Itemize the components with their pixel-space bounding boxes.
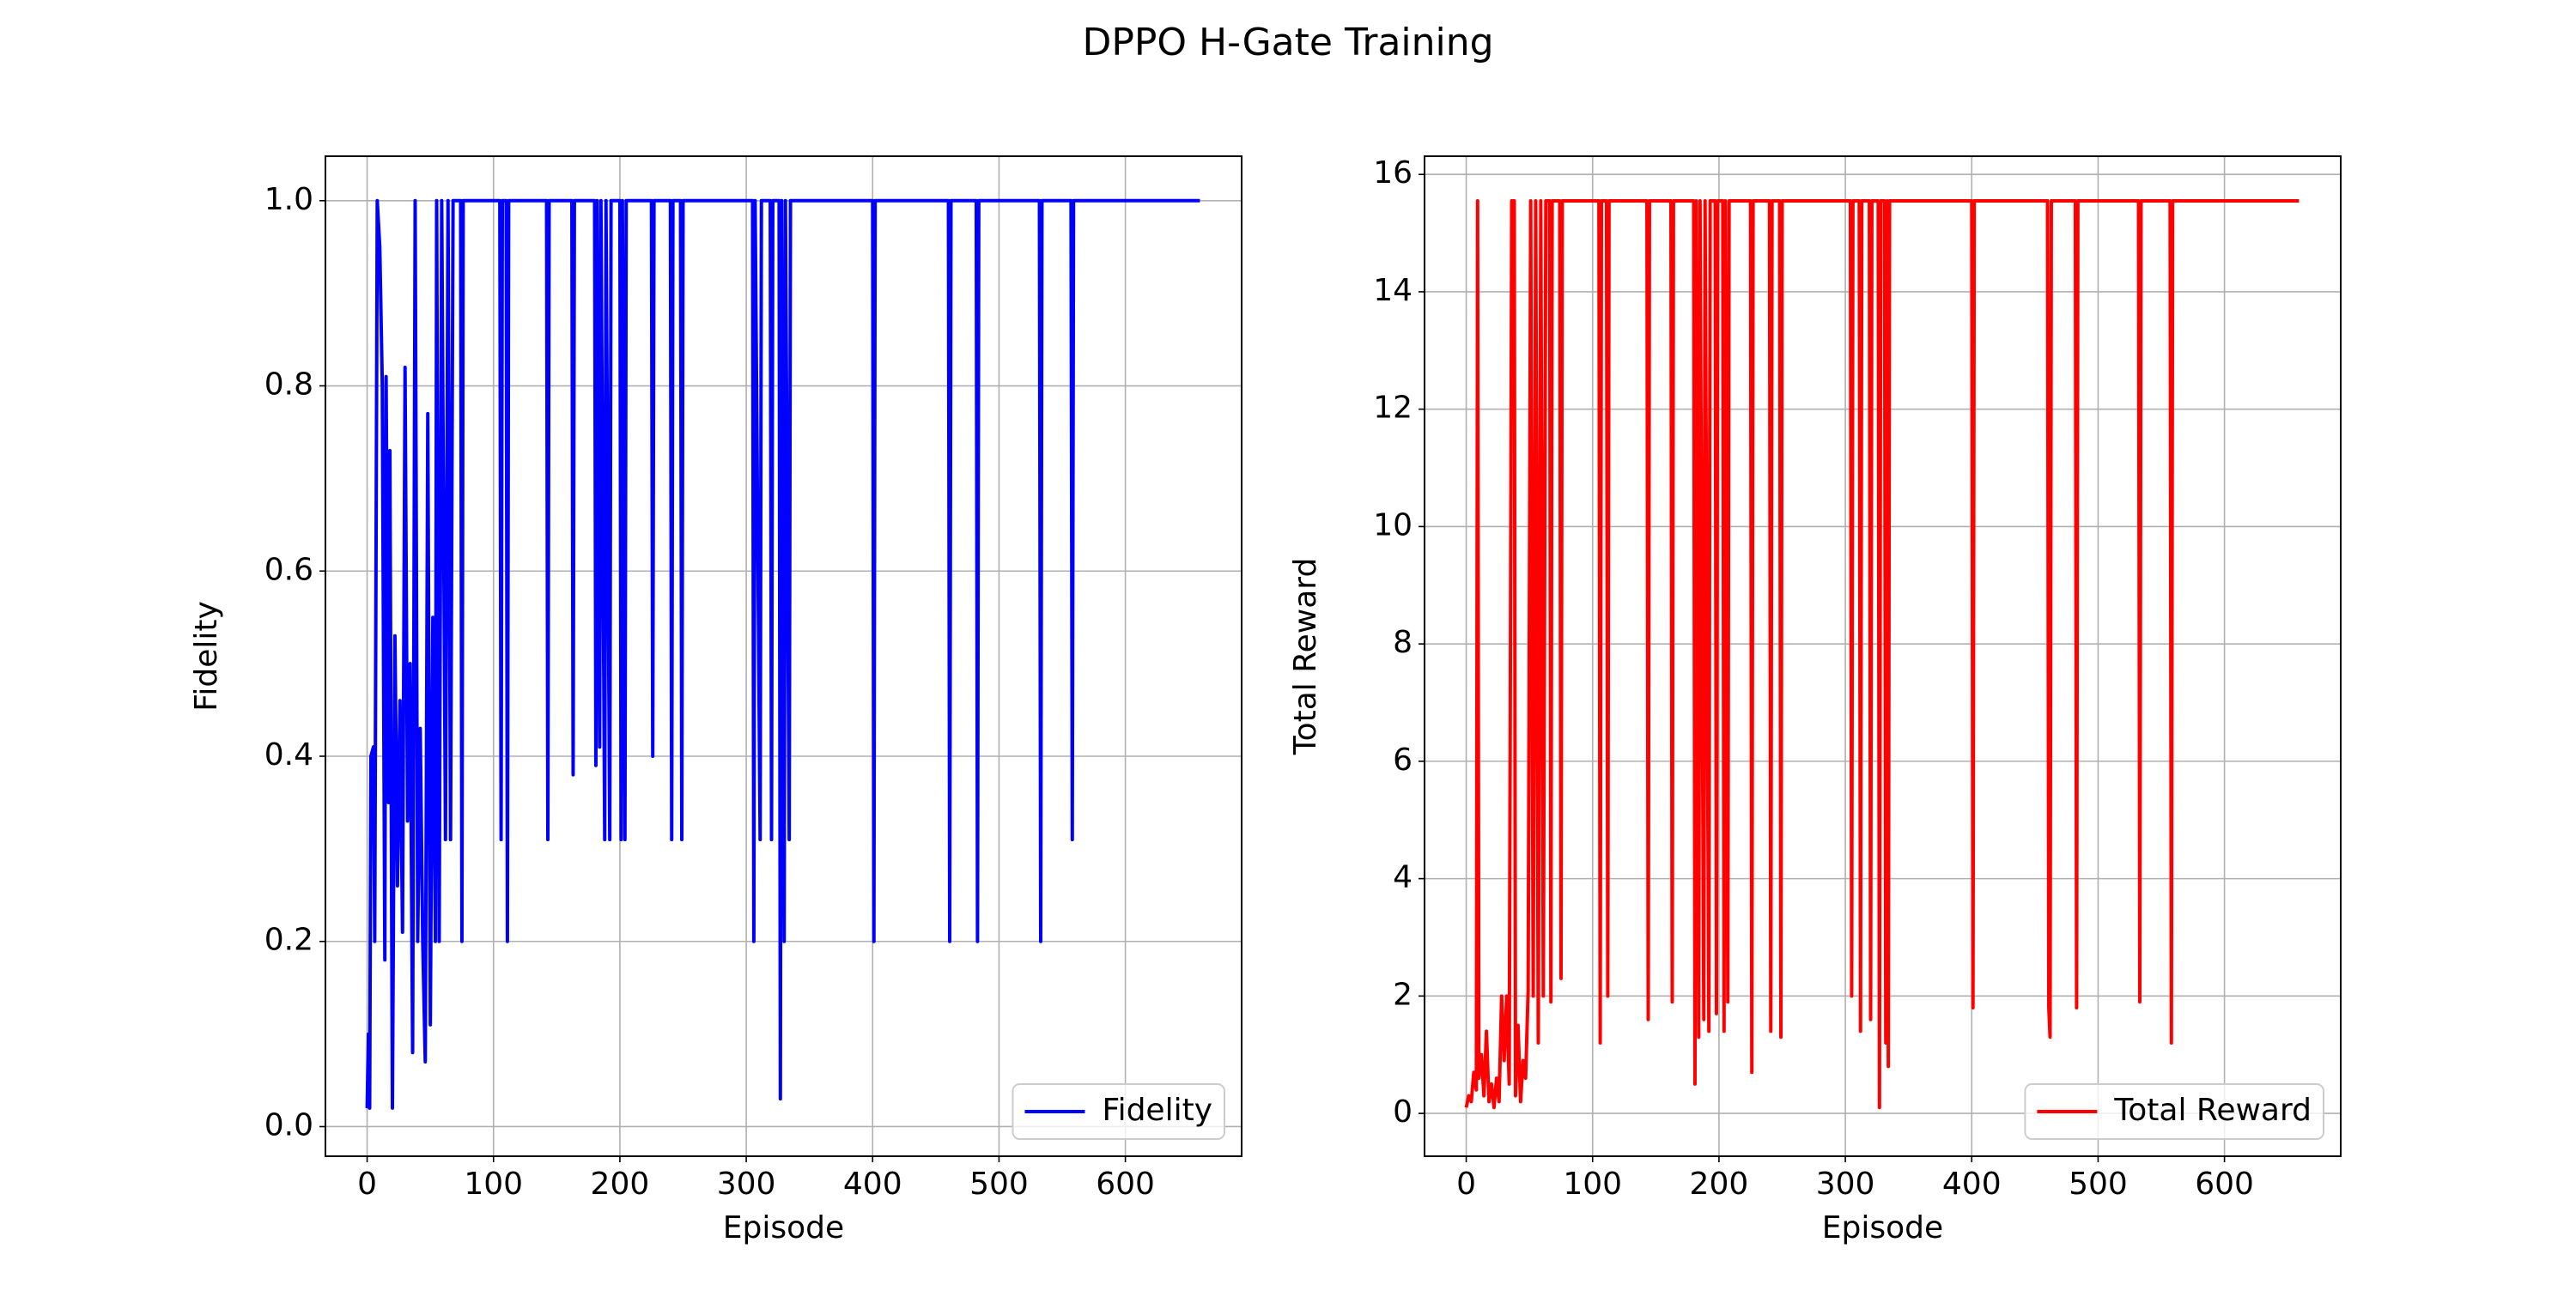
- y-tick-label: 0: [1393, 1094, 1413, 1130]
- y-tick-label: 8: [1393, 625, 1413, 660]
- x-tick-label: 100: [464, 1167, 523, 1202]
- y-axis-label: Total Reward: [1288, 558, 1323, 756]
- plot-frame: [1424, 155, 2342, 1157]
- legend: Fidelity: [1012, 1083, 1225, 1140]
- x-axis-label: Episode: [1822, 1210, 1943, 1246]
- plot-frame: [325, 155, 1242, 1157]
- figure-title: DPPO H-Gate Training: [1082, 21, 1493, 64]
- y-tick-label: 12: [1373, 391, 1413, 426]
- y-tick-label: 0.8: [264, 367, 313, 403]
- legend-box: [2024, 1083, 2324, 1140]
- legend: Total Reward: [2024, 1083, 2324, 1140]
- legend-label: Total Reward: [2113, 1093, 2312, 1128]
- y-axis-label: Fidelity: [189, 601, 224, 712]
- y-tick-label: 4: [1393, 860, 1413, 895]
- x-axis-label: Episode: [723, 1210, 844, 1246]
- y-tick-label: 6: [1393, 742, 1413, 778]
- legend-label: Fidelity: [1102, 1093, 1212, 1128]
- x-tick-label: 400: [1942, 1167, 2002, 1202]
- x-tick-label: 500: [969, 1167, 1029, 1202]
- y-tick-label: 16: [1373, 155, 1413, 191]
- y-tick-label: 10: [1373, 507, 1413, 542]
- x-tick-label: 200: [591, 1167, 650, 1202]
- legend-box: [1012, 1083, 1225, 1140]
- x-tick-label: 0: [357, 1167, 377, 1202]
- x-tick-label: 300: [1816, 1167, 1875, 1202]
- data-line: [365, 198, 1200, 1110]
- x-tick-label: 300: [717, 1167, 776, 1202]
- x-tick-label: 500: [2069, 1167, 2128, 1202]
- x-tick-label: 100: [1563, 1167, 1622, 1202]
- x-tick-label: 600: [2195, 1167, 2254, 1202]
- y-tick-label: 0.2: [264, 923, 313, 958]
- y-tick-label: 0.4: [264, 737, 313, 773]
- y-tick-label: 1.0: [264, 182, 313, 217]
- y-tick-label: 0.6: [264, 552, 313, 587]
- y-tick-label: 0.0: [264, 1107, 313, 1143]
- y-tick-label: 14: [1373, 273, 1413, 308]
- y-tick-label: 2: [1393, 977, 1413, 1012]
- data-line: [1464, 198, 2300, 1110]
- x-tick-label: 0: [1456, 1167, 1476, 1202]
- x-tick-label: 400: [843, 1167, 902, 1202]
- x-tick-label: 600: [1096, 1167, 1155, 1202]
- x-tick-label: 200: [1690, 1167, 1749, 1202]
